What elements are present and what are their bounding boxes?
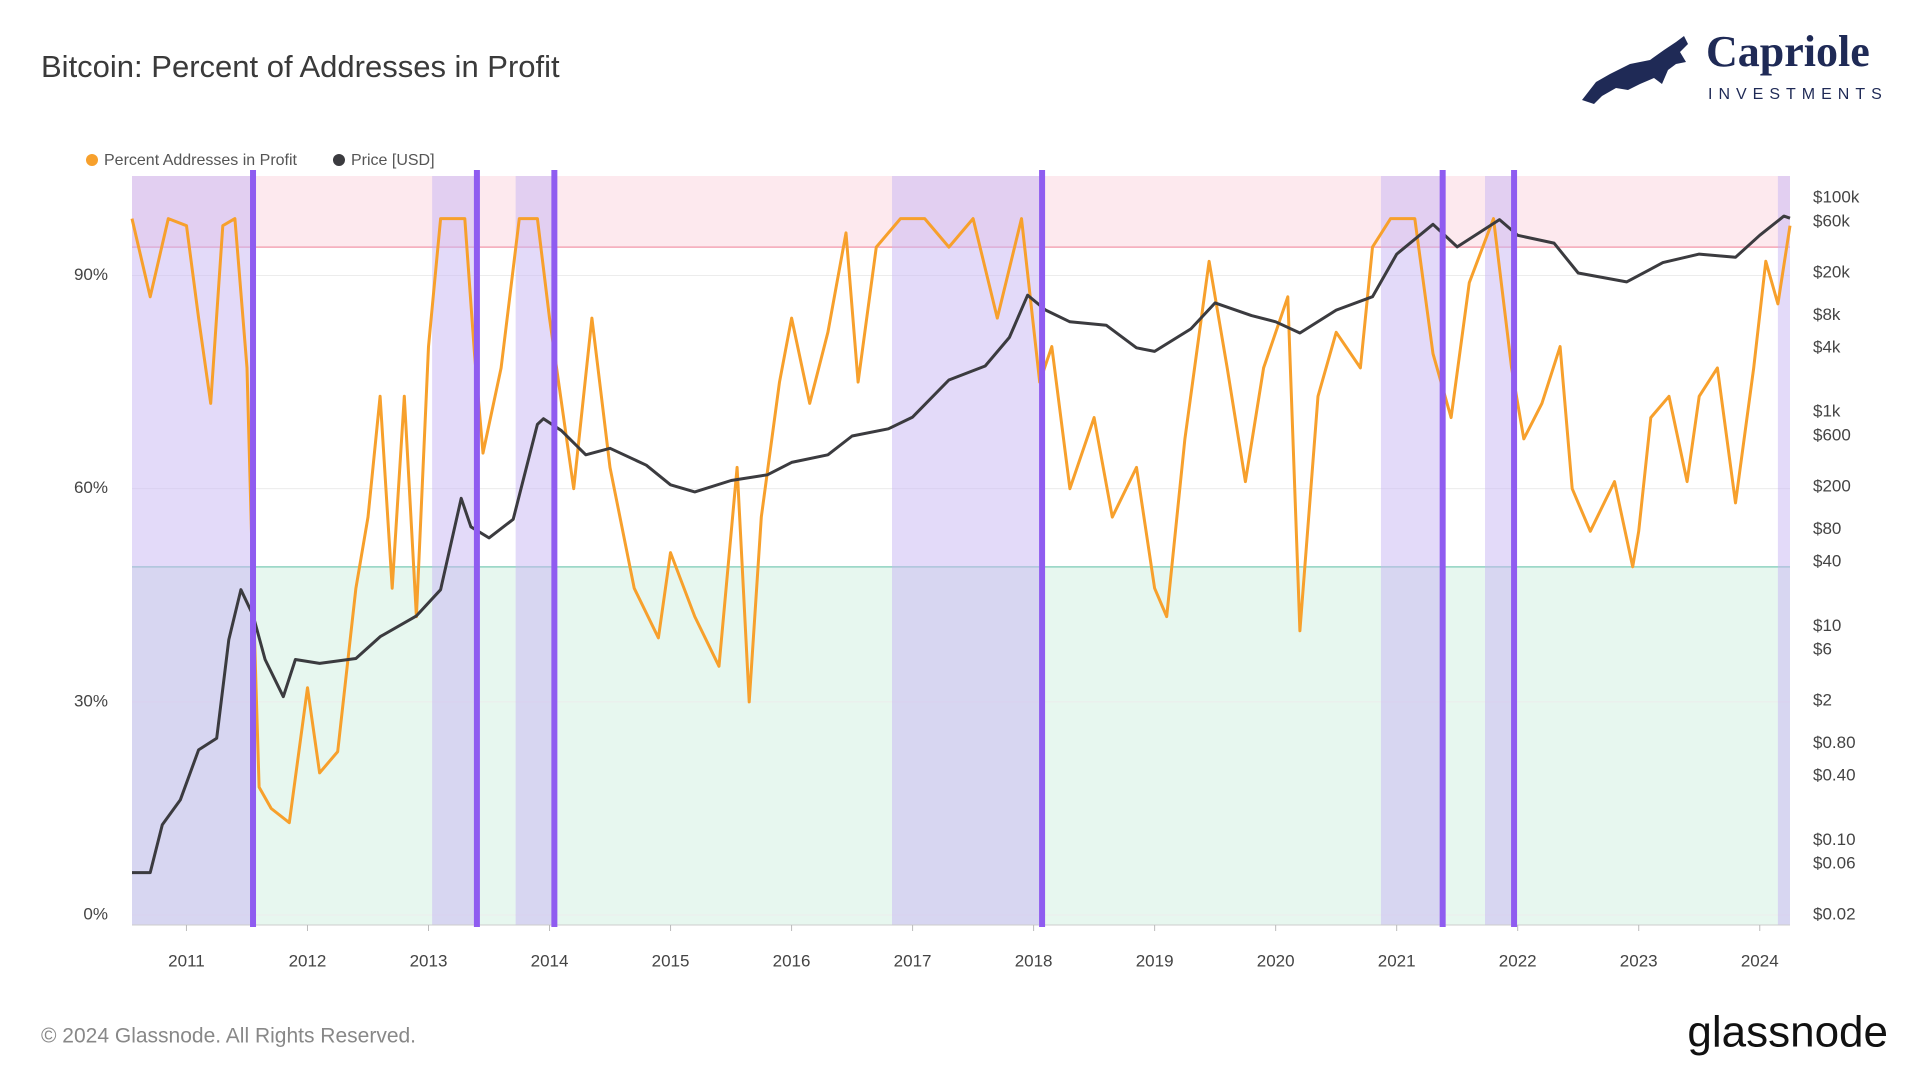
highlight-range — [132, 176, 254, 925]
x-tick-label: 2023 — [1620, 951, 1658, 970]
x-tick-label: 2015 — [652, 951, 690, 970]
highlight-range — [1485, 176, 1515, 925]
chart-title: Bitcoin: Percent of Addresses in Profit — [41, 49, 560, 84]
x-tick-label: 2014 — [531, 951, 569, 970]
y2-tick-label: $8k — [1813, 305, 1841, 324]
legend-label: Price [USD] — [351, 152, 435, 169]
y2-tick-label: $4k — [1813, 337, 1841, 356]
x-tick-label: 2018 — [1015, 951, 1053, 970]
brand-sub: INVESTMENTS — [1708, 86, 1888, 103]
y2-tick-label: $0.10 — [1813, 830, 1856, 849]
y2-tick-label: $10 — [1813, 616, 1841, 635]
y-tick-label: 0% — [83, 905, 108, 924]
y2-tick-label: $60k — [1813, 211, 1850, 230]
y2-tick-label: $40 — [1813, 551, 1841, 570]
x-tick-label: 2020 — [1257, 951, 1295, 970]
legend-swatch — [86, 154, 98, 166]
legend-label: Percent Addresses in Profit — [104, 152, 298, 169]
brand-logo — [1582, 36, 1688, 104]
y-tick-label: 90% — [74, 265, 108, 284]
x-tick-label: 2016 — [773, 951, 811, 970]
y-tick-label: 60% — [74, 478, 108, 497]
x-tick-label: 2021 — [1378, 951, 1416, 970]
y2-tick-label: $0.40 — [1813, 765, 1856, 784]
y-tick-label: 30% — [74, 691, 108, 710]
copyright: © 2024 Glassnode. All Rights Reserved. — [41, 1025, 416, 1048]
brand-name: Capriole — [1706, 27, 1870, 76]
y2-tick-label: $6 — [1813, 640, 1832, 659]
provider-logo: glassnode — [1687, 1008, 1888, 1057]
x-tick-label: 2013 — [410, 951, 448, 970]
y2-tick-label: $600 — [1813, 425, 1851, 444]
y2-tick-label: $2 — [1813, 691, 1832, 710]
y2-tick-label: $0.80 — [1813, 733, 1856, 752]
y2-tick-label: $80 — [1813, 519, 1841, 538]
y2-tick-label: $200 — [1813, 477, 1851, 496]
highlight-range — [892, 176, 1043, 925]
highlight-range — [1777, 176, 1790, 925]
highlight-range — [515, 176, 555, 925]
x-tick-label: 2019 — [1136, 951, 1174, 970]
highlight-range — [1380, 176, 1443, 925]
plot-area — [130, 176, 1792, 926]
y2-tick-label: $0.02 — [1813, 905, 1856, 924]
series-line — [132, 214, 1791, 875]
x-tick-label: 2012 — [289, 951, 327, 970]
y2-tick-label: $20k — [1813, 262, 1850, 281]
y2-tick-label: $1k — [1813, 402, 1841, 421]
x-tick-label: 2022 — [1499, 951, 1537, 970]
legend-swatch — [332, 154, 345, 166]
x-tick-label: 2011 — [168, 951, 205, 970]
y2-tick-label: $100k — [1813, 188, 1860, 207]
x-tick-label: 2017 — [894, 951, 932, 970]
x-tick-label: 2024 — [1741, 951, 1779, 970]
y2-tick-label: $0.06 — [1813, 854, 1856, 873]
series-line — [130, 217, 1792, 825]
